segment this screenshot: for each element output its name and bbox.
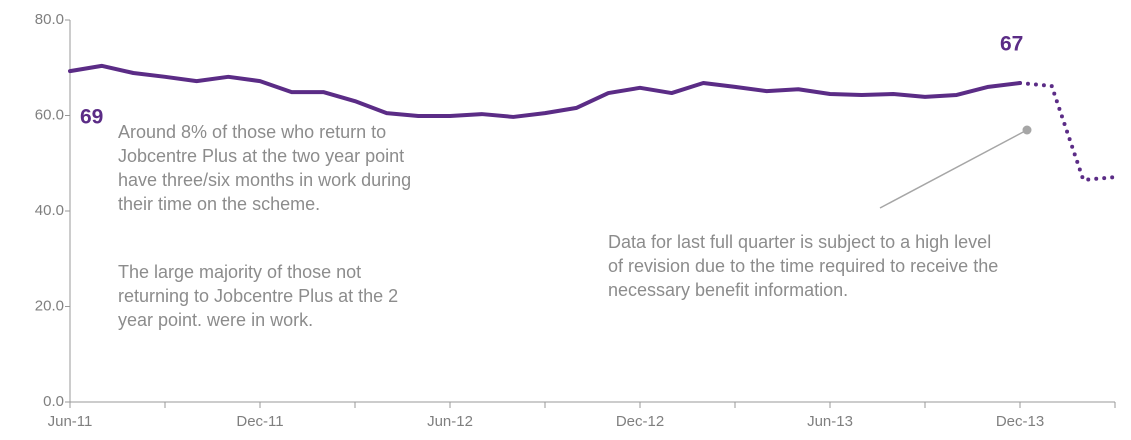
y-tick-label: 0.0	[43, 393, 64, 410]
annotation: Jobcentre Plus at the two year point	[118, 146, 404, 166]
value-label: 67	[1000, 33, 1023, 56]
y-tick-label: 20.0	[35, 297, 64, 314]
x-tick-label: Dec-13	[996, 413, 1044, 430]
annotation-pointer	[879, 129, 1028, 209]
series-line	[1018, 81, 1117, 182]
y-tick-label: 80.0	[35, 11, 64, 28]
annotation: of revision due to the time required to …	[608, 256, 998, 276]
y-tick-label: 60.0	[35, 106, 64, 123]
series-line	[68, 63, 1022, 119]
annotation-dot	[1022, 125, 1032, 135]
value-label: 69	[80, 106, 103, 129]
x-tick-label: Jun-13	[807, 413, 853, 430]
annotation: their time on the scheme.	[118, 194, 320, 214]
y-tick-label: 40.0	[35, 202, 64, 219]
x-tick-label: Dec-12	[616, 413, 664, 430]
annotation: year point. were in work.	[118, 310, 313, 330]
annotation: necessary benefit information.	[608, 280, 848, 300]
annotation: Around 8% of those who return to	[118, 122, 386, 142]
annotation: Data for last full quarter is subject to…	[608, 232, 991, 252]
annotation: returning to Jobcentre Plus at the 2	[118, 286, 398, 306]
annotation: The large majority of those not	[118, 262, 361, 282]
x-tick-label: Jun-12	[427, 413, 473, 430]
annotation: have three/six months in work during	[118, 170, 411, 190]
x-tick-label: Jun-11	[48, 413, 93, 430]
x-tick-label: Dec-11	[236, 413, 283, 430]
